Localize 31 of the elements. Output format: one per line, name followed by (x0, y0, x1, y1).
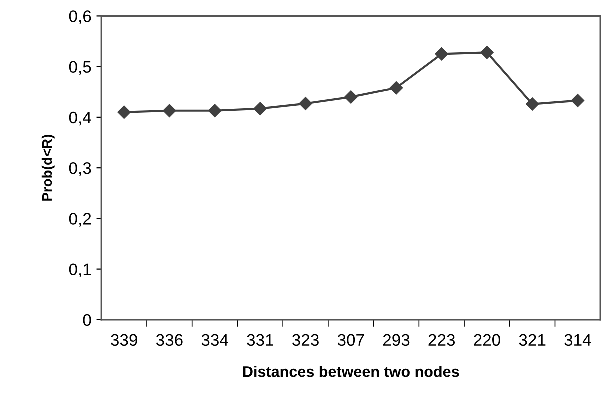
point (571, 94, 585, 108)
y-tick-label: 0,3 (69, 162, 92, 176)
y-tick-label: 0,5 (69, 61, 92, 75)
x-tick-label: 331 (247, 334, 274, 346)
y-tick-label: 0,1 (69, 264, 92, 278)
y-tick-label: 0,2 (69, 213, 92, 227)
y-tick-label: 0 (83, 314, 92, 326)
x-tick-label: 220 (474, 334, 500, 346)
point (480, 46, 494, 60)
point (299, 97, 312, 110)
x-tick-label: 336 (156, 334, 183, 346)
x-tick-label: 223 (428, 334, 456, 346)
y-axis-title: Prob(d<R) (42, 135, 55, 201)
point (118, 106, 131, 119)
point (163, 104, 176, 118)
x-tick-label: 339 (111, 334, 138, 346)
point (435, 48, 448, 61)
x-tick-label: 314 (564, 334, 592, 346)
x-tick-label: 293 (383, 334, 410, 346)
x-tick-label: 321 (519, 334, 546, 346)
point (208, 104, 222, 118)
y-tick-label: 0,4 (69, 112, 92, 126)
point (254, 102, 267, 116)
x-tick-label: 334 (202, 334, 228, 346)
point (390, 82, 404, 95)
point (344, 90, 358, 104)
x-tick-label: 307 (338, 334, 364, 346)
y-tick-label: 0,6 (69, 10, 92, 24)
x-tick-label: 323 (292, 334, 319, 346)
x-axis-title: Distances between two nodes (243, 366, 460, 378)
point (526, 98, 540, 111)
